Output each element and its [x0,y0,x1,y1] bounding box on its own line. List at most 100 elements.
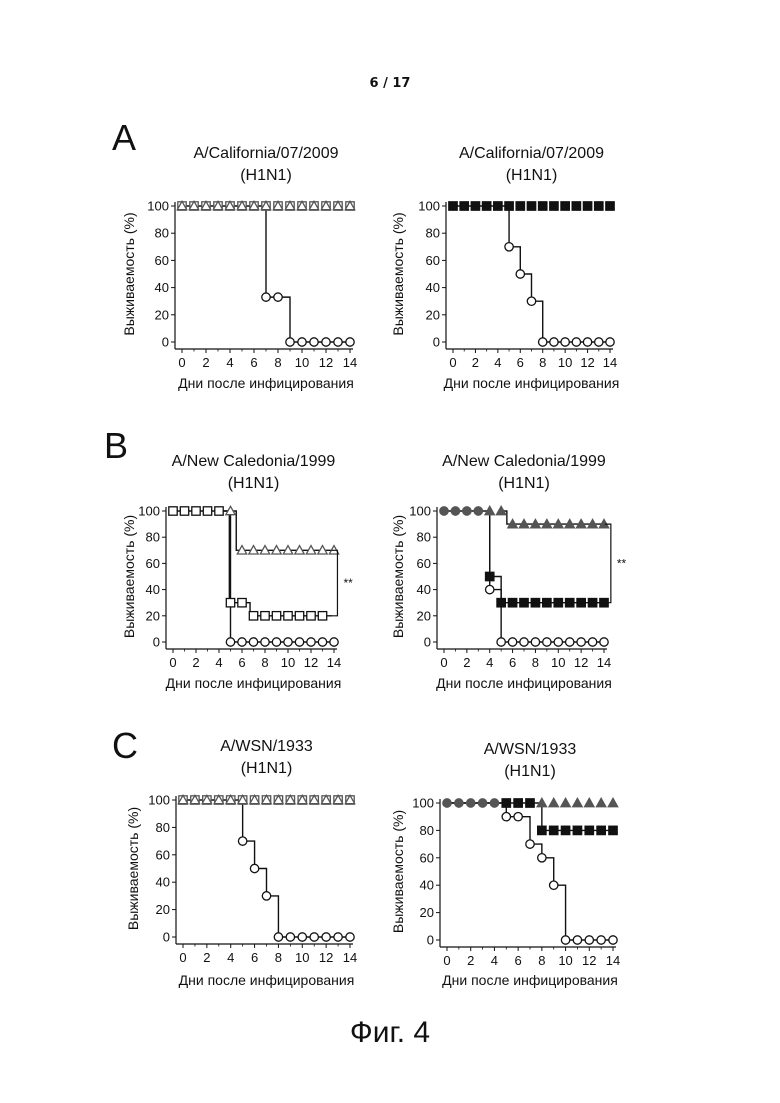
chart-subtitle: (H1N1) [241,760,293,777]
x-tick-label: 6 [250,355,257,370]
data-point-square [318,612,326,620]
y-tick-label: 80 [417,530,431,545]
chart-title: A/California/07/2009 [459,145,604,162]
data-point-square [595,202,603,210]
y-tick-label: 80 [146,530,160,545]
data-point-circle [497,638,505,646]
chart-subtitle: (H1N1) [504,763,556,780]
data-point-circle [566,638,574,646]
x-tick-label: 6 [509,655,516,670]
data-point-square [502,799,510,807]
chart-subtitle: (H1N1) [498,475,550,492]
data-point-circle [595,338,603,346]
data-point-circle [322,933,330,941]
y-tick-label: 80 [426,226,440,241]
data-point-square [295,612,303,620]
x-tick-label: 4 [491,953,498,968]
survival-step-line [231,511,335,550]
data-point-circle [539,338,547,346]
y-tick-label: 20 [155,307,169,322]
data-point-circle [346,933,354,941]
survival-chart-6: A/WSN/1933(H1N1)02040608010002468101214Д… [390,741,620,988]
data-point-circle [600,638,608,646]
y-tick-label: 40 [156,875,170,890]
y-tick-label: 40 [155,280,169,295]
x-tick-label: 6 [517,355,524,370]
data-point-circle [597,936,605,944]
y-tick-label: 60 [156,847,170,862]
significance-bracket [605,524,611,603]
x-axis-label: Дни после инфицирования [442,972,618,988]
y-axis-label: Выживаемость (%) [121,515,137,638]
x-tick-label: 8 [275,950,282,965]
x-tick-label: 14 [603,355,617,370]
significance-label: ** [617,556,627,570]
data-point-square [573,826,581,834]
x-tick-label: 2 [467,953,474,968]
x-tick-label: 6 [238,655,245,670]
significance-bracket [331,550,337,616]
x-tick-label: 10 [281,655,295,670]
data-point-square [203,507,211,515]
chart-subtitle: (H1N1) [240,167,292,184]
data-point-circle [516,270,524,278]
data-point-triangle [596,798,605,806]
data-point-circle [346,338,354,346]
data-point-square [494,202,502,210]
y-tick-label: 0 [162,335,169,350]
y-tick-label: 40 [417,582,431,597]
data-point-circle [298,933,306,941]
x-tick-label: 14 [343,355,357,370]
data-point-triangle [561,798,570,806]
x-axis-label: Дни после инфицирования [179,972,355,988]
data-point-circle [505,243,513,251]
data-point-circle [451,507,459,515]
data-point-circle [550,881,558,889]
y-tick-label: 0 [153,635,160,650]
x-tick-label: 14 [343,950,357,965]
survival-step-line [447,803,613,940]
y-tick-label: 0 [424,635,431,650]
data-point-circle [606,338,614,346]
y-tick-label: 20 [426,307,440,322]
y-tick-label: 20 [146,608,160,623]
chart-title: A/California/07/2009 [194,145,339,162]
y-tick-label: 60 [146,556,160,571]
x-tick-label: 4 [494,355,501,370]
data-point-circle [527,297,535,305]
data-point-square [526,799,534,807]
survival-step-line [183,800,350,937]
data-point-circle [318,638,326,646]
data-point-circle [238,837,246,845]
data-point-circle [531,638,539,646]
survival-step-line [501,511,604,524]
data-point-circle [583,338,591,346]
x-tick-label: 4 [226,355,233,370]
chart-subtitle: (H1N1) [506,167,558,184]
data-point-square [460,202,468,210]
data-point-circle [272,638,280,646]
data-point-circle [249,638,257,646]
data-point-circle [443,799,451,807]
survival-step-line [182,206,350,342]
survival-charts: A/California/07/2009(H1N1)02040608010002… [0,0,780,1103]
data-point-square [249,612,257,620]
x-tick-label: 14 [606,953,620,968]
data-point-circle [609,936,617,944]
data-point-circle [298,338,306,346]
data-point-square [609,826,617,834]
data-point-circle [577,638,585,646]
survival-step-line [173,511,334,642]
y-tick-label: 100 [412,796,434,811]
x-tick-label: 2 [463,655,470,670]
chart-title: A/New Caledonia/1999 [172,453,336,470]
x-tick-label: 10 [295,355,309,370]
data-point-square [226,599,234,607]
data-point-circle [250,864,258,872]
y-tick-label: 20 [417,608,431,623]
x-tick-label: 2 [472,355,479,370]
data-point-circle [330,638,338,646]
x-tick-label: 0 [440,655,447,670]
data-point-circle [295,638,303,646]
data-point-circle [550,338,558,346]
